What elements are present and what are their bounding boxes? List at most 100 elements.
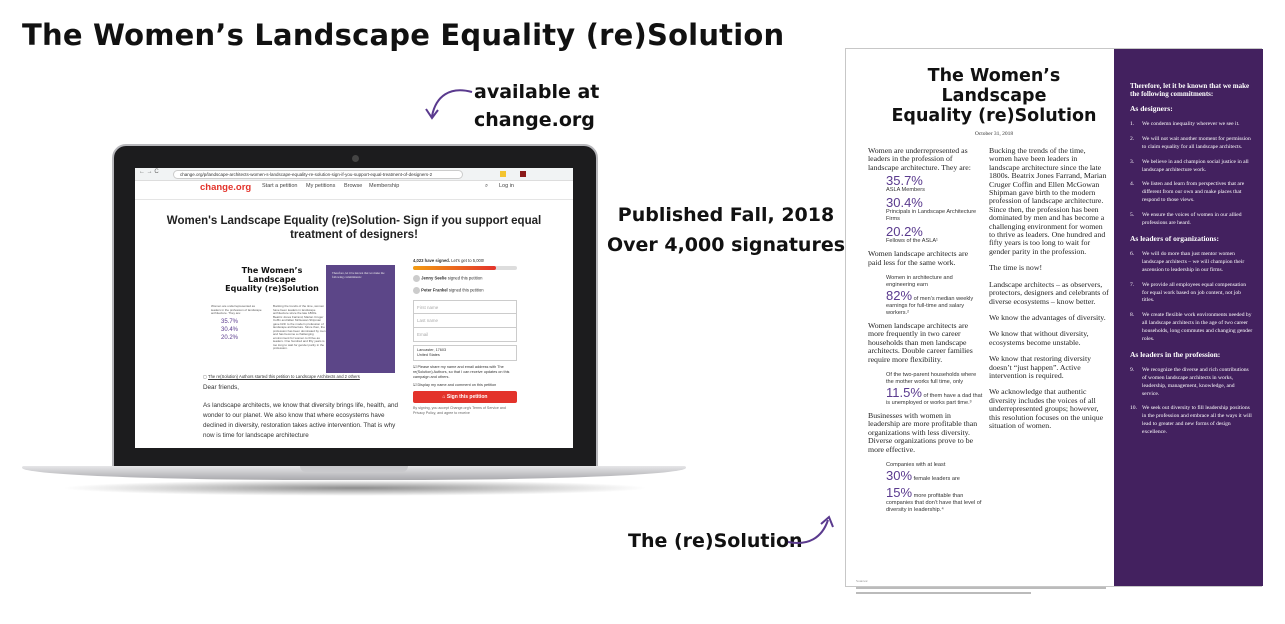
thumb-title: Landscape [248,275,296,284]
thumb-stat: 20.2% [221,335,239,341]
commitment-list: 6. We will do more than just mentor women… [1130,251,1253,344]
item-number: 6. [1130,250,1135,257]
item-number: 9. [1130,366,1135,373]
commitment-item: 10. We seek out diversity to fill leaders… [1130,405,1253,437]
last-name-input[interactable]: Last name [413,313,517,328]
signer-item: Jenny Seelie signed this petition [413,274,517,282]
paragraph: We know that without diversity, ecosyste… [989,329,1089,347]
stat-text: of men’s median weekly earnings for full… [886,296,974,317]
signer-action: signed this petition [448,287,484,293]
stat-label: ASLA Members [886,187,925,194]
commitment-heading: As designers: [1130,104,1173,113]
item-text: We believe in and champion social justic… [1142,158,1249,173]
signature-count: 4,023 have signed. [413,258,451,263]
annotation-line: Published Fall, 2018 [617,204,835,226]
thumb-title: Equality (re)Solution [225,284,319,293]
stat-text: female leaders are [913,476,960,483]
location-line: Lancaster, 17603 [417,347,447,352]
stat-value: 30.4% [886,195,923,211]
commitment-item: 8. We create flexible work environments n… [1130,312,1253,344]
display-checkbox[interactable]: ☑ Display my name and comment on this pe… [413,382,497,387]
commitment-item: 4. We listen and learn from perspectives … [1130,181,1253,205]
thumb-text: Therefore, let it be known that we make … [332,271,385,279]
login-link[interactable]: Log in [499,183,514,189]
commitment-heading: As leaders in the profession: [1130,349,1221,359]
paragraph: Landscape architects – as observers, pro… [989,279,1109,306]
stat-value: 11.5% [886,385,922,401]
paragraph: Women landscape architects are paid less… [868,249,969,267]
document-title: The Women’s Landscape Equality (re)Solut… [876,66,1112,126]
thumb-title: The Women’s [241,266,303,275]
paragraph: Businesses with women in leadership are … [868,411,978,454]
url-bar[interactable]: change.org/p/landscape-architects-women-… [173,170,463,179]
thumb-text: Bucking the trends of the time, women ha… [273,304,326,350]
search-icon[interactable]: ⌕ [485,183,489,189]
first-name-input[interactable]: First name [413,299,517,314]
commitment-item: 1. We condemn inequality wherever we see … [1130,121,1253,129]
sign-petition-button[interactable]: ⌂ Sign this petition [413,390,517,403]
browser-toolbar: ← → C change.org/p/landscape-architects-… [135,168,573,181]
stat-group: Women in architecture and engineering ea… [868,275,983,317]
item-number: 3. [1130,158,1135,165]
avatar [413,274,420,282]
terms-text: By signing, you accept Change.org's Term… [413,405,506,415]
stat-value: 82% [886,288,913,304]
greeting: Dear friends, [203,384,240,391]
share-checkbox[interactable]: ☑ Please share my name and email address… [413,364,510,379]
item-number: 7. [1130,281,1135,288]
commitment-list: 9. We recognize the diverse and rich cont… [1130,367,1253,437]
document-date: October 31, 2018 [974,131,1014,137]
signature-goal: Let's get to 5,000! [451,258,485,263]
stat-value: 35.7% [886,173,923,189]
commitments-panel: Therefore, let it be known that we make … [1114,49,1263,586]
extension-icon[interactable] [500,171,506,177]
stat-text: Of the two-parent households where the m… [886,372,977,386]
nav-membership[interactable]: Membership [369,183,400,189]
commitment-heading: As leaders of organizations: [1130,233,1219,243]
item-number: 2. [1130,135,1135,142]
sign-panel: 4,023 have signed. Let's get to 5,000! J… [413,258,517,416]
commitment-item: 2. We will not wait another moment for pe… [1130,136,1253,152]
commitment-item: 5. We ensure the voices of women in our a… [1130,212,1253,228]
petition-starter[interactable]: ▢ The re(Solution) Authors started this … [203,374,360,379]
location-line: United States [417,352,440,357]
thumb-stat: 35.7% [221,319,239,325]
item-text: We create flexible work environments nee… [1142,312,1253,343]
thumb-purple-panel: Therefore, let it be known that we make … [326,265,395,373]
paragraph: Women landscape architects are more freq… [868,321,973,364]
stat-group: Companies with at least 30% female leade… [868,462,983,514]
footnote-label: Sources: [856,579,869,583]
title-line: The Women’s [927,66,1061,86]
divider [135,199,573,200]
nav-start-petition[interactable]: Start a petition [262,183,298,189]
item-text: We provide all employees equal compensat… [1142,281,1247,304]
email-input[interactable]: Email [413,327,517,342]
right-column: Bucking the trends of the time, women ha… [989,146,1109,438]
item-text: We condemn inequality wherever we see it… [1142,120,1240,127]
item-text: We recognize the diverse and rich contri… [1142,366,1249,397]
camera-icon [352,155,359,162]
resolution-document: The Women’s Landscape Equality (re)Solut… [845,48,1263,594]
signature-progress-bar [413,266,517,270]
annotation-published: Published Fall, 2018 Over 4,000 signatur… [600,200,852,260]
stat-label: Fellows of the ASLA¹ [886,238,938,245]
nav-browse[interactable]: Browse [344,183,363,189]
signer-action: signed this petition [447,275,483,281]
annotation-line: change.org [474,109,595,131]
annotation-line: Over 4,000 signatures [606,234,846,256]
petition-title: Women's Landscape Equality (re)Solution-… [166,215,542,241]
location-field[interactable]: Lancaster, 17603 United States [413,344,517,361]
paragraph: We acknowledge that authentic diversity … [989,387,1104,430]
annotation-line: available at [474,81,600,103]
annotation-available: available at change.org [474,78,599,134]
nav-my-petitions[interactable]: My petitions [306,183,336,189]
laptop-notch [300,466,408,472]
change-org-logo[interactable]: change.org [200,182,252,193]
stat-value: 30% [886,468,913,484]
laptop-base [22,466,686,480]
button-label: Sign this petition [446,393,488,400]
back-forward-reload-icons[interactable]: ← → C [139,169,159,175]
extension-icon[interactable] [520,171,526,177]
stat-text: Women in architecture and engineering ea… [886,275,953,289]
signer-name: Jenny Seelie [421,275,447,281]
